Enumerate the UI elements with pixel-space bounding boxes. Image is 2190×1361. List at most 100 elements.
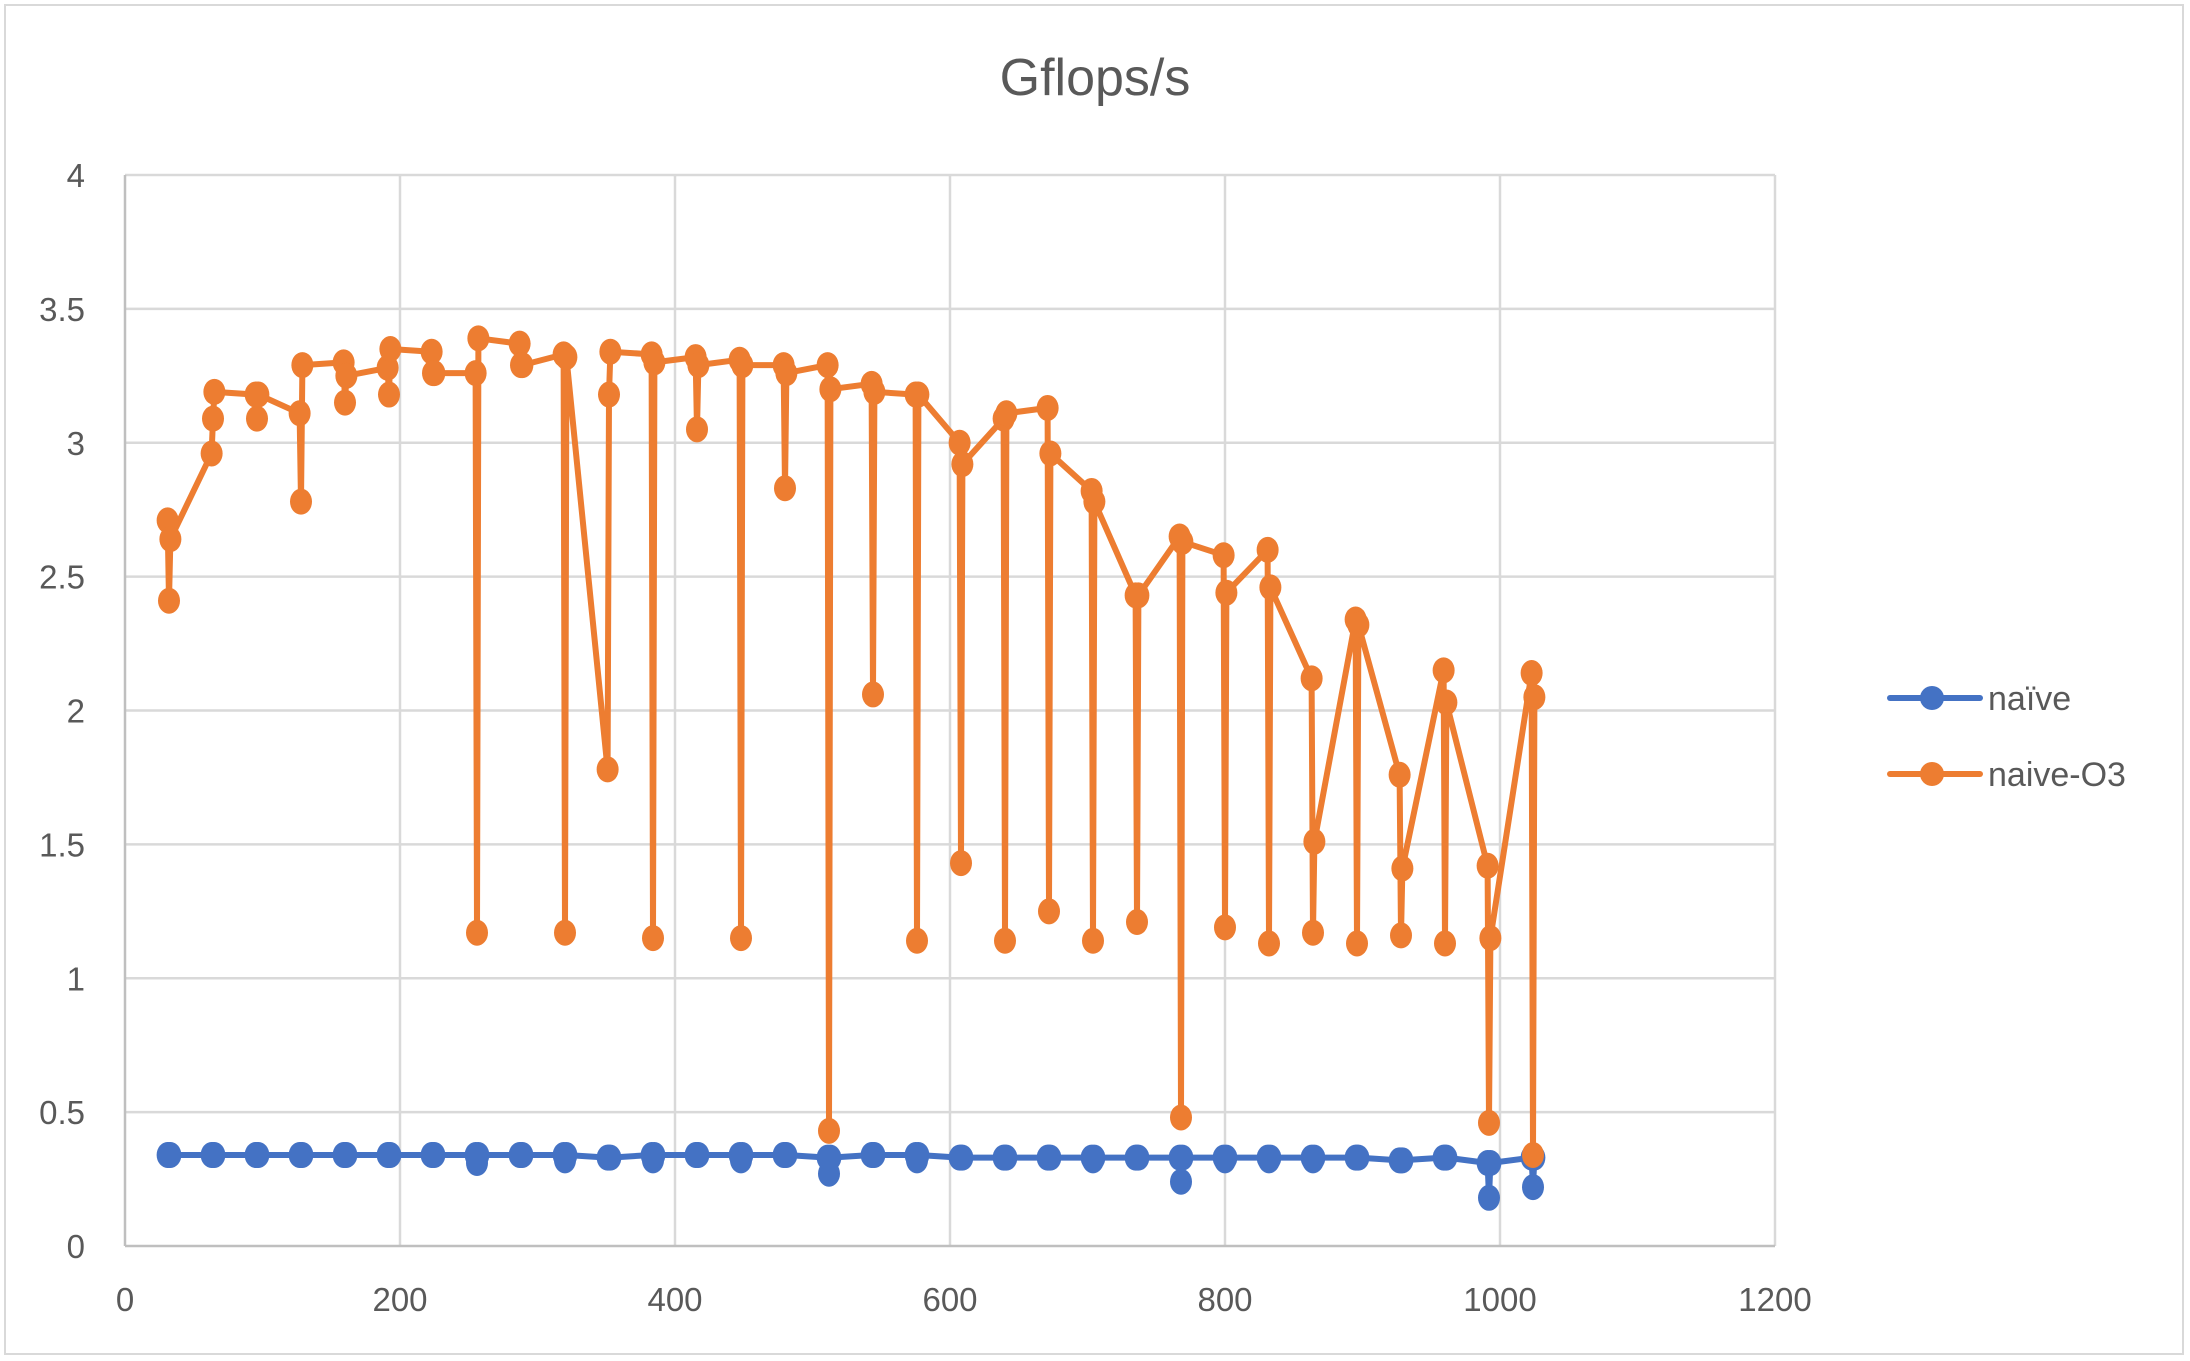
data-point-marker[interactable] — [995, 1144, 1018, 1171]
data-point-marker[interactable] — [378, 381, 400, 408]
data-point-marker[interactable] — [1390, 922, 1412, 949]
data-point-marker[interactable] — [290, 488, 312, 515]
data-point-marker[interactable] — [599, 1144, 622, 1171]
data-point-marker[interactable] — [1212, 542, 1235, 569]
legend-item-naive-o3[interactable]: naive-O3 — [1887, 756, 2126, 794]
data-point-marker[interactable] — [1302, 919, 1324, 946]
data-point-marker[interactable] — [1476, 852, 1499, 879]
data-point-marker[interactable] — [555, 1141, 578, 1168]
legend-item-naive[interactable]: naïve — [1887, 680, 2071, 718]
data-point-marker[interactable] — [1127, 582, 1150, 609]
data-point-marker[interactable] — [247, 381, 270, 408]
data-point-marker[interactable] — [907, 1141, 930, 1168]
data-point-marker[interactable] — [951, 1144, 974, 1171]
data-point-marker[interactable] — [1171, 1144, 1194, 1171]
data-point-marker[interactable] — [511, 352, 534, 379]
data-point-marker[interactable] — [1435, 689, 1458, 716]
data-point-marker[interactable] — [1256, 536, 1279, 563]
data-point-marker[interactable] — [335, 1141, 358, 1168]
data-point-marker[interactable] — [994, 927, 1016, 954]
data-point-marker[interactable] — [1259, 574, 1282, 601]
data-point-marker[interactable] — [379, 336, 402, 363]
data-point-marker[interactable] — [1083, 1144, 1106, 1171]
data-point-marker[interactable] — [731, 1141, 754, 1168]
data-point-marker[interactable] — [995, 400, 1018, 427]
data-point-marker[interactable] — [203, 378, 226, 405]
data-point-marker[interactable] — [819, 376, 842, 403]
data-point-marker[interactable] — [863, 378, 886, 405]
data-point-marker[interactable] — [863, 1141, 886, 1168]
data-point-marker[interactable] — [819, 1144, 842, 1171]
data-point-marker[interactable] — [291, 352, 314, 379]
data-point-marker[interactable] — [1432, 657, 1455, 684]
data-point-marker[interactable] — [420, 338, 443, 365]
data-point-marker[interactable] — [467, 325, 490, 352]
data-point-marker[interactable] — [1478, 1109, 1500, 1136]
data-point-marker[interactable] — [1170, 1168, 1192, 1195]
data-point-marker[interactable] — [1435, 1144, 1458, 1171]
data-point-marker[interactable] — [202, 405, 224, 432]
data-point-marker[interactable] — [508, 330, 531, 357]
data-point-marker[interactable] — [950, 850, 972, 877]
data-point-marker[interactable] — [511, 1141, 534, 1168]
data-point-marker[interactable] — [1303, 828, 1326, 855]
data-point-marker[interactable] — [1523, 684, 1546, 711]
data-point-marker[interactable] — [1259, 1144, 1282, 1171]
data-point-marker[interactable] — [1036, 394, 1059, 421]
data-point-marker[interactable] — [203, 1141, 226, 1168]
data-point-marker[interactable] — [1258, 930, 1280, 957]
data-point-marker[interactable] — [687, 1141, 710, 1168]
data-point-marker[interactable] — [1522, 1174, 1544, 1201]
data-point-marker[interactable] — [554, 919, 576, 946]
data-point-marker[interactable] — [555, 344, 578, 371]
data-point-marker[interactable] — [951, 451, 974, 478]
data-point-marker[interactable] — [1039, 1144, 1062, 1171]
data-point-marker[interactable] — [598, 381, 620, 408]
data-point-marker[interactable] — [1038, 898, 1060, 925]
data-point-marker[interactable] — [775, 360, 798, 387]
data-point-marker[interactable] — [818, 1117, 840, 1144]
data-point-marker[interactable] — [774, 475, 796, 502]
data-point-marker[interactable] — [1215, 1144, 1238, 1171]
data-point-marker[interactable] — [1522, 1141, 1544, 1168]
data-point-marker[interactable] — [1346, 930, 1368, 957]
data-point-marker[interactable] — [1039, 440, 1062, 467]
data-point-marker[interactable] — [1478, 1184, 1500, 1211]
data-point-marker[interactable] — [1479, 1149, 1502, 1176]
data-point-marker[interactable] — [775, 1141, 798, 1168]
data-point-marker[interactable] — [1083, 488, 1106, 515]
data-point-marker[interactable] — [1303, 1144, 1326, 1171]
data-point-marker[interactable] — [596, 756, 619, 783]
data-point-marker[interactable] — [379, 1141, 402, 1168]
data-point-marker[interactable] — [1215, 579, 1238, 606]
data-point-marker[interactable] — [686, 416, 708, 443]
data-point-marker[interactable] — [1214, 914, 1236, 941]
data-point-marker[interactable] — [862, 681, 884, 708]
data-point-marker[interactable] — [1347, 1144, 1370, 1171]
data-point-marker[interactable] — [1391, 1147, 1414, 1174]
data-point-marker[interactable] — [1479, 925, 1502, 952]
data-point-marker[interactable] — [948, 429, 971, 456]
data-point-marker[interactable] — [730, 925, 752, 952]
data-point-marker[interactable] — [643, 1141, 666, 1168]
data-point-marker[interactable] — [1434, 930, 1456, 957]
data-point-marker[interactable] — [1126, 909, 1148, 936]
data-point-marker[interactable] — [1082, 927, 1104, 954]
data-point-marker[interactable] — [1520, 660, 1543, 687]
data-point-marker[interactable] — [906, 927, 928, 954]
data-point-marker[interactable] — [466, 919, 488, 946]
data-point-marker[interactable] — [335, 362, 358, 389]
data-point-marker[interactable] — [159, 1141, 182, 1168]
data-point-marker[interactable] — [599, 338, 622, 365]
data-point-marker[interactable] — [1347, 611, 1370, 638]
data-point-marker[interactable] — [687, 352, 710, 379]
data-point-marker[interactable] — [334, 389, 356, 416]
data-point-marker[interactable] — [247, 1141, 270, 1168]
data-point-marker[interactable] — [200, 440, 223, 467]
data-point-marker[interactable] — [159, 526, 182, 553]
data-point-marker[interactable] — [1170, 1104, 1192, 1131]
data-point-marker[interactable] — [423, 360, 446, 387]
data-point-marker[interactable] — [464, 360, 487, 387]
data-point-marker[interactable] — [467, 1141, 490, 1168]
data-point-marker[interactable] — [291, 1141, 314, 1168]
